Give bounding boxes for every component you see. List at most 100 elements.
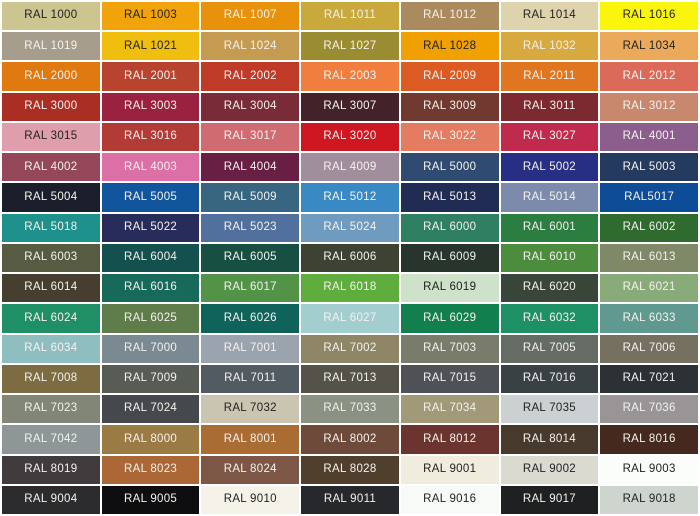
- ral-swatch-ral-7032[interactable]: RAL 7032: [201, 395, 300, 424]
- ral-swatch-ral-9004[interactable]: RAL 9004: [2, 485, 100, 514]
- ral-swatch-ral-2003[interactable]: RAL 2003: [301, 62, 399, 91]
- ral-swatch-ral-6009[interactable]: RAL 6009: [400, 243, 499, 273]
- ral-swatch-ral-2002[interactable]: RAL 2002: [201, 62, 300, 91]
- ral-swatch-ral-6005[interactable]: RAL 6005: [201, 243, 300, 273]
- ral-swatch-ral-5002[interactable]: RAL 5002: [500, 153, 599, 182]
- ral-swatch-ral-3011[interactable]: RAL 3011: [500, 92, 599, 121]
- ral-swatch-ral-5022[interactable]: RAL 5022: [101, 213, 200, 242]
- ral-swatch-ral-8014[interactable]: RAL 8014: [500, 425, 599, 454]
- ral-swatch-ral-1021[interactable]: RAL 1021: [101, 32, 200, 61]
- ral-swatch-ral-6003[interactable]: RAL 6003: [2, 243, 100, 273]
- ral-swatch-ral5017[interactable]: RAL5017: [600, 183, 698, 212]
- ral-swatch-ral-2000[interactable]: RAL 2000: [2, 62, 100, 91]
- ral-swatch-ral-3020[interactable]: RAL 3020: [301, 122, 399, 152]
- ral-swatch-ral-8023[interactable]: RAL 8023: [101, 455, 200, 484]
- ral-swatch-ral-3009[interactable]: RAL 3009: [400, 92, 499, 121]
- ral-swatch-ral-7002[interactable]: RAL 7002: [301, 334, 399, 363]
- ral-swatch-ral-7001[interactable]: RAL 7001: [201, 334, 300, 363]
- ral-swatch-ral-1000[interactable]: RAL 1000: [2, 2, 100, 31]
- ral-swatch-ral-3016[interactable]: RAL 3016: [101, 122, 200, 152]
- ral-swatch-ral-6032[interactable]: RAL 6032: [500, 304, 599, 333]
- ral-swatch-ral-3000[interactable]: RAL 3000: [2, 92, 100, 121]
- ral-swatch-ral-2001[interactable]: RAL 2001: [101, 62, 200, 91]
- ral-swatch-ral-5003[interactable]: RAL 5003: [600, 153, 698, 182]
- ral-swatch-ral-6020[interactable]: RAL 6020: [500, 274, 599, 303]
- ral-swatch-ral-6004[interactable]: RAL 6004: [101, 243, 200, 273]
- ral-swatch-ral-9017[interactable]: RAL 9017: [500, 485, 599, 514]
- ral-swatch-ral-9003[interactable]: RAL 9003: [600, 455, 698, 484]
- ral-swatch-ral-8012[interactable]: RAL 8012: [400, 425, 499, 454]
- ral-swatch-ral-3017[interactable]: RAL 3017: [201, 122, 300, 152]
- ral-swatch-ral-7000[interactable]: RAL 7000: [101, 334, 200, 363]
- ral-swatch-ral-1012[interactable]: RAL 1012: [400, 2, 499, 31]
- ral-swatch-ral-3007[interactable]: RAL 3007: [301, 92, 399, 121]
- ral-swatch-ral-4004[interactable]: RAL 4004: [201, 153, 300, 182]
- ral-swatch-ral-5023[interactable]: RAL 5023: [201, 213, 300, 242]
- ral-swatch-ral-7005[interactable]: RAL 7005: [500, 334, 599, 363]
- ral-swatch-ral-9001[interactable]: RAL 9001: [400, 455, 499, 484]
- ral-swatch-ral-6014[interactable]: RAL 6014: [2, 274, 100, 303]
- ral-swatch-ral-7009[interactable]: RAL 7009: [101, 364, 200, 394]
- ral-swatch-ral-9016[interactable]: RAL 9016: [400, 485, 499, 514]
- ral-swatch-ral-4001[interactable]: RAL 4001: [600, 122, 698, 152]
- ral-swatch-ral-9011[interactable]: RAL 9011: [301, 485, 399, 514]
- ral-swatch-ral-2011[interactable]: RAL 2011: [500, 62, 599, 91]
- ral-swatch-ral-1028[interactable]: RAL 1028: [400, 32, 499, 61]
- ral-swatch-ral-1019[interactable]: RAL 1019: [2, 32, 100, 61]
- ral-swatch-ral-6025[interactable]: RAL 6025: [101, 304, 200, 333]
- ral-swatch-ral-5004[interactable]: RAL 5004: [2, 183, 100, 212]
- ral-swatch-ral-7023[interactable]: RAL 7023: [2, 395, 100, 424]
- ral-swatch-ral-8000[interactable]: RAL 8000: [101, 425, 200, 454]
- ral-swatch-ral-7034[interactable]: RAL 7034: [400, 395, 499, 424]
- ral-swatch-ral-4003[interactable]: RAL 4003: [101, 153, 200, 182]
- ral-swatch-ral-7008[interactable]: RAL 7008: [2, 364, 100, 394]
- ral-swatch-ral-5012[interactable]: RAL 5012: [301, 183, 399, 212]
- ral-swatch-ral-3027[interactable]: RAL 3027: [500, 122, 599, 152]
- ral-swatch-ral-1016[interactable]: RAL 1016: [600, 2, 698, 31]
- ral-swatch-ral-4009[interactable]: RAL 4009: [301, 153, 399, 182]
- ral-swatch-ral-7036[interactable]: RAL 7036: [600, 395, 698, 424]
- ral-swatch-ral-7035[interactable]: RAL 7035: [500, 395, 599, 424]
- ral-swatch-ral-7042[interactable]: RAL 7042: [2, 425, 100, 454]
- ral-swatch-ral-7016[interactable]: RAL 7016: [500, 364, 599, 394]
- ral-swatch-ral-3015[interactable]: RAL 3015: [2, 122, 100, 152]
- ral-swatch-ral-2012[interactable]: RAL 2012: [600, 62, 698, 91]
- ral-swatch-ral-7021[interactable]: RAL 7021: [600, 364, 698, 394]
- ral-swatch-ral-6010[interactable]: RAL 6010: [500, 243, 599, 273]
- ral-swatch-ral-7011[interactable]: RAL 7011: [201, 364, 300, 394]
- ral-swatch-ral-8016[interactable]: RAL 8016: [600, 425, 698, 454]
- ral-swatch-ral-6013[interactable]: RAL 6013: [600, 243, 698, 273]
- ral-swatch-ral-7033[interactable]: RAL 7033: [301, 395, 399, 424]
- ral-swatch-ral-3022[interactable]: RAL 3022: [400, 122, 499, 152]
- ral-swatch-ral-1003[interactable]: RAL 1003: [101, 2, 200, 31]
- ral-swatch-ral-5005[interactable]: RAL 5005: [101, 183, 200, 212]
- ral-swatch-ral-6033[interactable]: RAL 6033: [600, 304, 698, 333]
- ral-swatch-ral-7003[interactable]: RAL 7003: [400, 334, 499, 363]
- ral-swatch-ral-8001[interactable]: RAL 8001: [201, 425, 300, 454]
- ral-swatch-ral-6002[interactable]: RAL 6002: [600, 213, 698, 242]
- ral-swatch-ral-6000[interactable]: RAL 6000: [400, 213, 499, 242]
- ral-swatch-ral-8028[interactable]: RAL 8028: [301, 455, 399, 484]
- ral-swatch-ral-6029[interactable]: RAL 6029: [400, 304, 499, 333]
- ral-swatch-ral-1011[interactable]: RAL 1011: [301, 2, 399, 31]
- ral-swatch-ral-9005[interactable]: RAL 9005: [101, 485, 200, 514]
- ral-swatch-ral-3012[interactable]: RAL 3012: [600, 92, 698, 121]
- ral-swatch-ral-6018[interactable]: RAL 6018: [301, 274, 399, 303]
- ral-swatch-ral-1034[interactable]: RAL 1034: [600, 32, 698, 61]
- ral-swatch-ral-6001[interactable]: RAL 6001: [500, 213, 599, 242]
- ral-swatch-ral-6027[interactable]: RAL 6027: [301, 304, 399, 333]
- ral-swatch-ral-5009[interactable]: RAL 5009: [201, 183, 300, 212]
- ral-swatch-ral-5024[interactable]: RAL 5024: [301, 213, 399, 242]
- ral-swatch-ral-7015[interactable]: RAL 7015: [400, 364, 499, 394]
- ral-swatch-ral-7006[interactable]: RAL 7006: [600, 334, 698, 363]
- ral-swatch-ral-6006[interactable]: RAL 6006: [301, 243, 399, 273]
- ral-swatch-ral-6019[interactable]: RAL 6019: [400, 274, 499, 303]
- ral-swatch-ral-5000[interactable]: RAL 5000: [400, 153, 499, 182]
- ral-swatch-ral-1032[interactable]: RAL 1032: [500, 32, 599, 61]
- ral-swatch-ral-6034[interactable]: RAL 6034: [2, 334, 100, 363]
- ral-swatch-ral-7024[interactable]: RAL 7024: [101, 395, 200, 424]
- ral-swatch-ral-2009[interactable]: RAL 2009: [400, 62, 499, 91]
- ral-swatch-ral-6026[interactable]: RAL 6026: [201, 304, 300, 333]
- ral-swatch-ral-3004[interactable]: RAL 3004: [201, 92, 300, 121]
- ral-swatch-ral-5013[interactable]: RAL 5013: [400, 183, 499, 212]
